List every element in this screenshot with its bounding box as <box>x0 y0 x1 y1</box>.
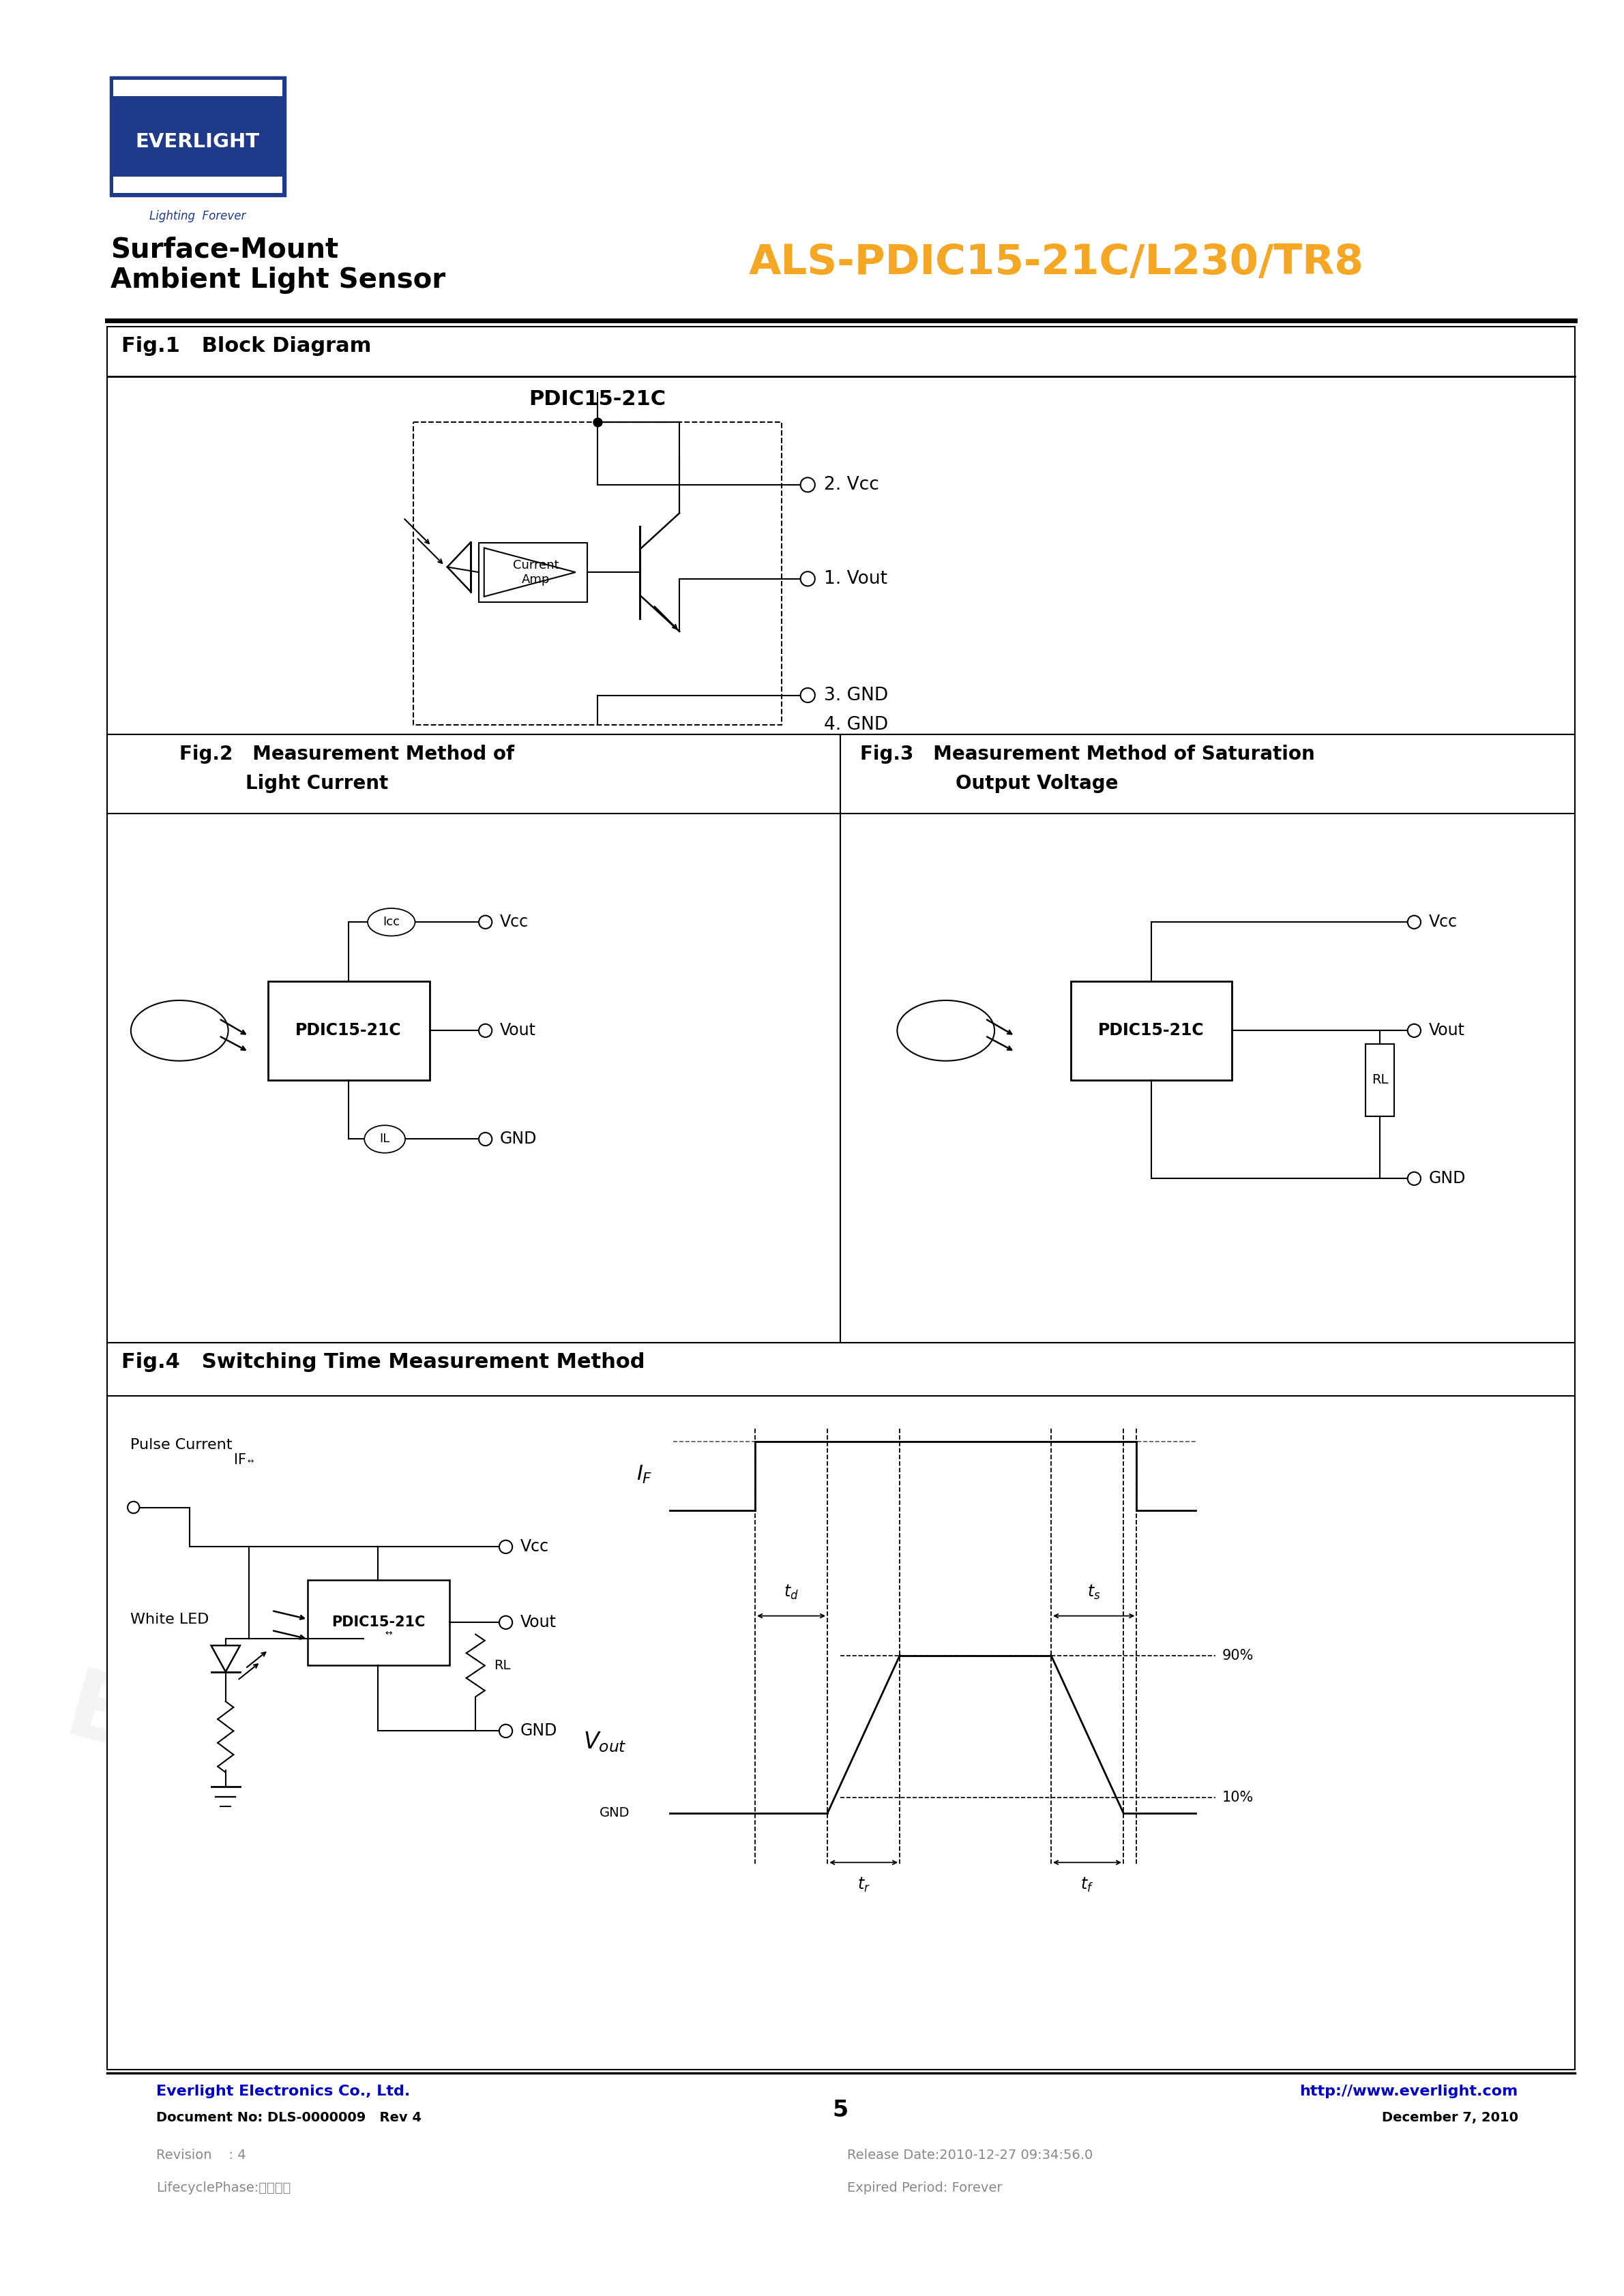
Text: Surface-Mount: Surface-Mount <box>110 236 338 264</box>
Text: GND: GND <box>599 1807 630 1821</box>
Circle shape <box>1408 1024 1421 1038</box>
Text: 5: 5 <box>833 2099 848 2122</box>
Text: Fig.1   Block Diagram: Fig.1 Block Diagram <box>122 335 372 356</box>
Text: PDIC15-21C: PDIC15-21C <box>529 390 666 409</box>
Circle shape <box>479 916 492 928</box>
Text: Vout: Vout <box>1429 1022 1465 1038</box>
Ellipse shape <box>132 1001 229 1061</box>
Circle shape <box>801 689 815 703</box>
Circle shape <box>479 1132 492 1146</box>
Circle shape <box>801 478 815 491</box>
Text: 10%: 10% <box>1223 1791 1254 1805</box>
Text: ↔: ↔ <box>385 1628 391 1637</box>
Bar <box>114 80 283 96</box>
Text: IL: IL <box>380 1132 390 1146</box>
Circle shape <box>1408 1171 1421 1185</box>
Bar <box>268 980 429 1079</box>
Text: Light: Light <box>929 1015 963 1029</box>
Text: 3. GND: 3. GND <box>823 687 888 705</box>
Text: December 7, 2010: December 7, 2010 <box>1382 2110 1518 2124</box>
Bar <box>114 177 283 193</box>
Text: Current
Amp: Current Amp <box>513 558 559 585</box>
Text: GND: GND <box>1429 1171 1466 1187</box>
Bar <box>479 542 588 602</box>
Text: 1. Vout: 1. Vout <box>823 569 888 588</box>
Text: Document No: DLS-0000009   Rev 4: Document No: DLS-0000009 Rev 4 <box>156 2110 422 2124</box>
Bar <box>110 78 284 195</box>
Text: $t_r$: $t_r$ <box>857 1876 870 1894</box>
Text: GND: GND <box>500 1132 538 1148</box>
Bar <box>412 422 781 726</box>
Text: EVERLIGHT: EVERLIGHT <box>135 131 260 152</box>
Text: Fig.4   Switching Time Measurement Method: Fig.4 Switching Time Measurement Method <box>122 1352 645 1373</box>
Text: Fig.2   Measurement Method of: Fig.2 Measurement Method of <box>180 744 515 765</box>
Text: Vout: Vout <box>500 1022 536 1038</box>
Text: ALS-PDIC15-21C/L230/TR8: ALS-PDIC15-21C/L230/TR8 <box>749 243 1364 282</box>
Text: Lighting  Forever: Lighting Forever <box>149 209 245 223</box>
Text: Vcc: Vcc <box>520 1538 549 1554</box>
Text: RL: RL <box>494 1660 510 1671</box>
Text: EVERLIGHT: EVERLIGHT <box>127 941 778 1240</box>
Text: Pulse Current: Pulse Current <box>130 1437 232 1451</box>
Text: $V_{out}$: $V_{out}$ <box>583 1731 627 1754</box>
Bar <box>107 735 1575 1343</box>
Text: Output Voltage: Output Voltage <box>955 774 1119 792</box>
Text: 90%: 90% <box>1223 1649 1254 1662</box>
Text: Source: Source <box>922 1033 970 1047</box>
Ellipse shape <box>367 909 416 937</box>
Circle shape <box>801 572 815 585</box>
Bar <box>1366 1045 1395 1116</box>
Circle shape <box>499 1724 513 1738</box>
Ellipse shape <box>896 1001 994 1061</box>
Circle shape <box>499 1616 513 1630</box>
Text: http://www.everlight.com: http://www.everlight.com <box>1299 2085 1518 2099</box>
Text: Fig.3   Measurement Method of Saturation: Fig.3 Measurement Method of Saturation <box>861 744 1315 765</box>
Text: White LED: White LED <box>130 1612 209 1626</box>
Text: GND: GND <box>520 1722 557 1738</box>
Text: Icc: Icc <box>383 916 400 928</box>
Bar <box>309 1580 450 1665</box>
Text: LifecyclePhase:正式發行: LifecyclePhase:正式發行 <box>156 2181 291 2195</box>
Text: Everlight Electronics Co., Ltd.: Everlight Electronics Co., Ltd. <box>156 2085 411 2099</box>
Text: Revision    : 4: Revision : 4 <box>156 2149 247 2161</box>
Bar <box>1070 980 1233 1079</box>
Text: Expired Period: Forever: Expired Period: Forever <box>848 2181 1002 2195</box>
Text: PDIC15-21C: PDIC15-21C <box>331 1616 425 1630</box>
Text: IF: IF <box>234 1453 247 1467</box>
Text: $I_F$: $I_F$ <box>637 1465 653 1486</box>
Text: Vcc: Vcc <box>1429 914 1457 930</box>
Circle shape <box>479 1024 492 1038</box>
Text: Vout: Vout <box>520 1614 557 1630</box>
Text: 4. GND: 4. GND <box>823 716 888 735</box>
Text: PDIC15-21C: PDIC15-21C <box>296 1022 401 1038</box>
Text: Light: Light <box>162 1015 197 1029</box>
Circle shape <box>499 1541 513 1554</box>
Text: $t_s$: $t_s$ <box>1086 1584 1101 1600</box>
Text: EVERLIGHT: EVERLIGHT <box>55 1665 653 1906</box>
Text: $t_d$: $t_d$ <box>784 1584 799 1600</box>
Text: Source: Source <box>156 1033 203 1047</box>
Bar <box>107 326 1575 735</box>
Text: Light Current: Light Current <box>245 774 388 792</box>
Text: ↔: ↔ <box>247 1458 253 1465</box>
Circle shape <box>128 1502 140 1513</box>
Ellipse shape <box>364 1125 404 1153</box>
Text: Release Date:2010-12-27 09:34:56.0: Release Date:2010-12-27 09:34:56.0 <box>848 2149 1093 2161</box>
Text: PDIC15-21C: PDIC15-21C <box>1098 1022 1203 1038</box>
Text: 2. Vcc: 2. Vcc <box>823 475 879 494</box>
Bar <box>107 1343 1575 2069</box>
Circle shape <box>1408 916 1421 928</box>
Text: RL: RL <box>1372 1075 1389 1086</box>
Text: Ambient Light Sensor: Ambient Light Sensor <box>110 266 445 294</box>
Text: $t_f$: $t_f$ <box>1080 1876 1095 1894</box>
Text: Vcc: Vcc <box>500 914 528 930</box>
